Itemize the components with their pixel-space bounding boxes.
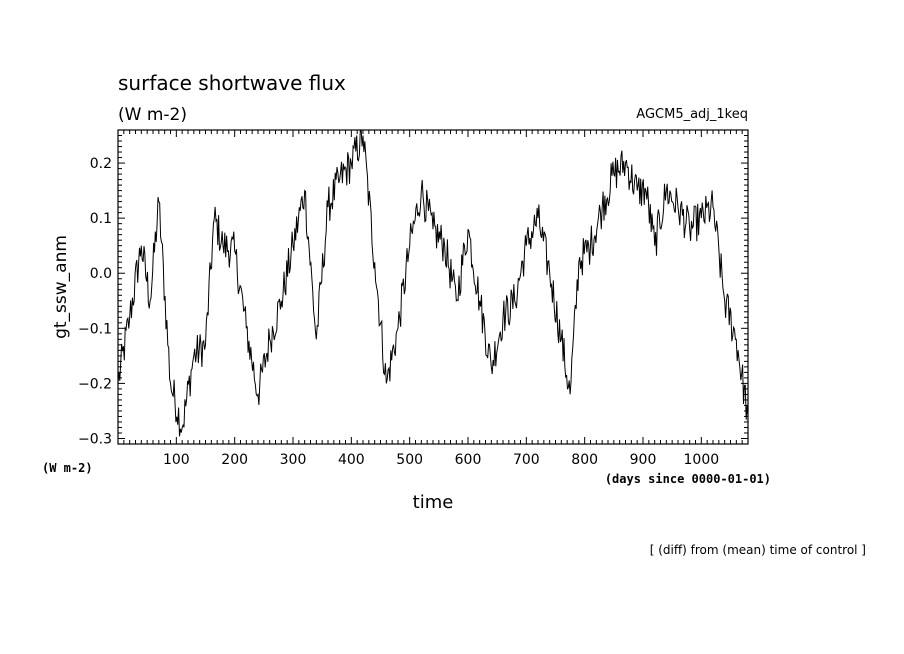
x-axis-units: (days since 0000-01-01) [605,472,771,486]
footnote: [ (diff) from (mean) time of control ] [650,543,866,557]
x-tick-label: 300 [280,452,307,468]
chart-title: surface shortwave flux [118,71,346,95]
x-tick-label: 100 [163,452,190,468]
title-units: (W m-2) [118,105,187,125]
y-tick-label: 0.0 [90,266,112,282]
x-tick-label: 400 [338,452,365,468]
plot-frame [117,129,749,445]
y-axis-units: (W m-2) [42,461,93,475]
dataset-label: AGCM5_adj_1keq [636,107,748,122]
axis-ticks [118,130,748,444]
y-tick-label: 0.1 [90,211,112,227]
x-tick-label: 500 [396,452,423,468]
x-tick-label: 1000 [684,452,720,468]
y-tick-labels: −0.3 −0.2 −0.1 0.0 0.1 0.2 [78,156,112,447]
x-tick-label: 200 [221,452,248,468]
x-tick-label: 600 [455,452,482,468]
y-tick-label: −0.1 [78,321,112,337]
series-line [117,129,749,437]
x-axis-label: time [413,492,454,513]
x-tick-label: 900 [630,452,657,468]
y-tick-label: 0.2 [90,156,112,172]
y-tick-label: −0.2 [78,376,112,392]
x-tick-labels: 100 200 300 400 500 600 700 800 900 1000 [163,452,719,468]
x-tick-label: 800 [571,452,598,468]
x-tick-label: 700 [513,452,540,468]
y-axis-label: gt_ssw_anm [51,235,71,339]
y-tick-label: −0.3 [78,431,112,447]
